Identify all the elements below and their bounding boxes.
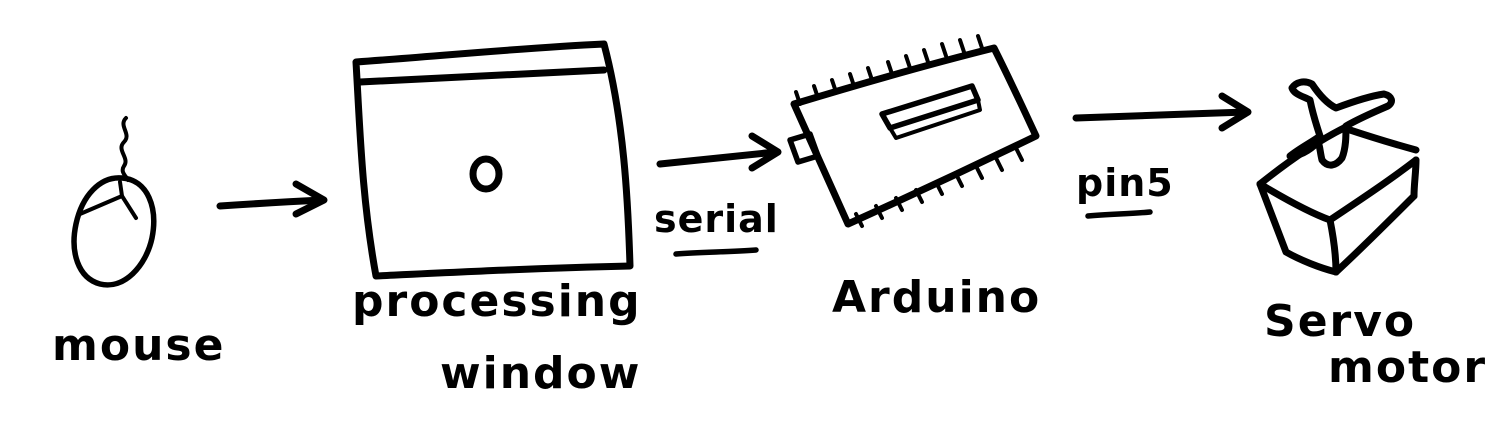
pin5-label: pin5 (1076, 161, 1174, 205)
arduino-label: Arduino (832, 272, 1041, 323)
serial-label: serial (654, 197, 779, 241)
arduino-node: Arduino (787, 34, 1041, 323)
mouse-label: mouse (52, 320, 225, 371)
serial-underline (673, 247, 759, 257)
processing-label-line1: processing (352, 276, 642, 327)
arrow-mouse-to-processing (216, 180, 328, 218)
servo-label-line2: motor (1328, 342, 1487, 393)
circle-icon (469, 155, 503, 193)
arduino-board-icon (787, 34, 1040, 228)
servo-label-line1: Servo (1264, 296, 1416, 347)
arrow-serial: serial (654, 132, 782, 257)
arrow-pin5: pin5 (1072, 92, 1252, 219)
processing-window-icon (352, 40, 634, 280)
processing-window-node: processing window (352, 40, 642, 399)
mouse-node: mouse (52, 116, 225, 371)
pin5-underline (1085, 209, 1153, 219)
processing-label-line2: window (440, 348, 641, 399)
servo-motor-icon (1256, 78, 1420, 276)
mouse-icon (71, 116, 157, 288)
servo-motor-node: Servo motor (1256, 78, 1487, 393)
